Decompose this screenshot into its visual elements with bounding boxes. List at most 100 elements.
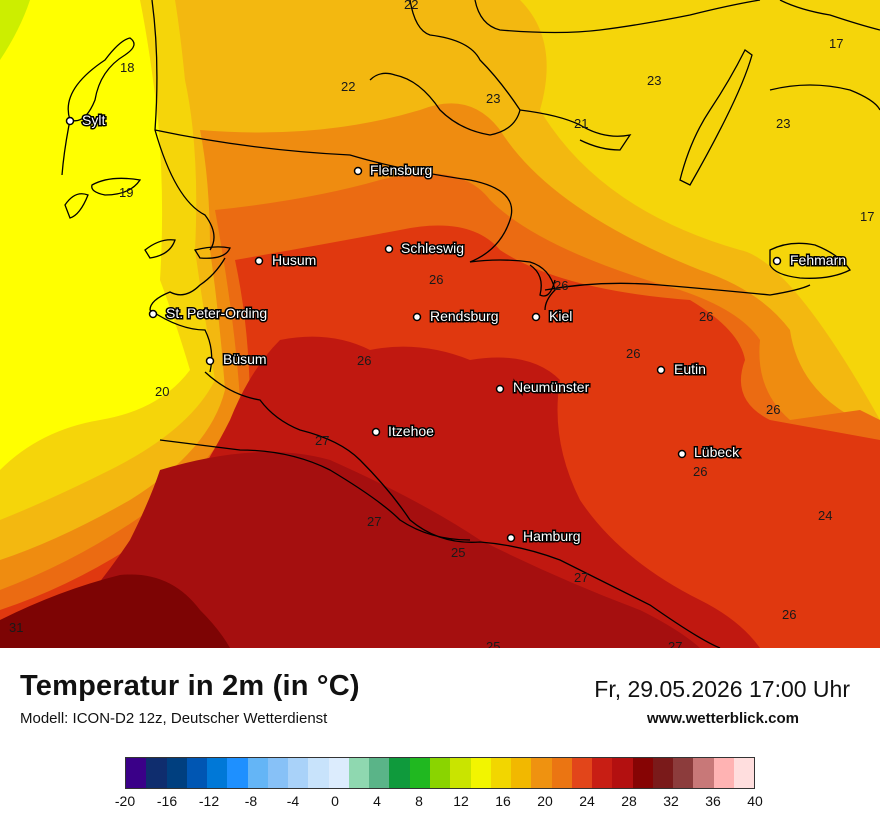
city-label: Büsum — [223, 351, 267, 367]
legend-tick-label: 40 — [747, 793, 763, 809]
legend-tick-label: 16 — [495, 793, 511, 809]
legend-tick-label: 12 — [453, 793, 469, 809]
isotherm-label: 25 — [451, 545, 465, 560]
legend-tick-label: 24 — [579, 793, 595, 809]
legend-swatch — [531, 758, 552, 788]
legend-swatch — [247, 758, 268, 788]
isotherm-label: 27 — [574, 570, 588, 585]
legend-tick-label: 20 — [537, 793, 553, 809]
legend-swatch — [288, 758, 309, 788]
isotherm-label: 22 — [341, 79, 355, 94]
legend-swatch — [713, 758, 734, 788]
legend-tick-label: 4 — [373, 793, 381, 809]
coastlines — [61, 0, 880, 648]
city-eutin[interactable]: Eutin — [656, 360, 707, 379]
zone-maroon — [0, 574, 230, 648]
city-label: Lübeck — [694, 444, 740, 460]
isotherm-label: 23 — [647, 73, 661, 88]
city-dot-icon — [531, 312, 541, 322]
city-label: Sylt — [82, 112, 105, 128]
legend-tick-label: 36 — [705, 793, 721, 809]
city-dot-icon — [384, 244, 394, 254]
legend-swatch — [733, 758, 755, 788]
city-sylt[interactable]: Sylt — [65, 111, 107, 130]
footer: Temperatur in 2m (in °C) Modell: ICON-D2… — [0, 648, 880, 830]
city-fehmarn[interactable]: Fehmarn — [772, 251, 848, 270]
city-dot-icon — [495, 384, 505, 394]
legend-swatch — [673, 758, 694, 788]
legend-swatch — [450, 758, 471, 788]
legend-swatch — [429, 758, 451, 788]
website-link[interactable]: www.wetterblick.com — [647, 710, 799, 727]
isotherm-label: 25 — [486, 639, 500, 648]
forecast-datetime: Fr, 29.05.2026 17:00 Uhr — [594, 676, 850, 702]
isotherm-label: 26 — [699, 309, 713, 324]
city-luebeck[interactable]: Lübeck — [677, 443, 742, 462]
city-dot-icon — [65, 116, 75, 126]
city-label: Hamburg — [523, 528, 581, 544]
legend-tick-label: 0 — [331, 793, 339, 809]
legend-swatch — [511, 758, 532, 788]
city-neumuenster[interactable]: Neumünster — [495, 378, 591, 397]
city-dot-icon — [371, 427, 381, 437]
legend-tick-label: 8 — [415, 793, 423, 809]
city-st-peter-ording[interactable]: St. Peter-Ording — [148, 304, 269, 323]
legend-swatch — [490, 758, 512, 788]
city-itzehoe[interactable]: Itzehoe — [371, 422, 436, 441]
city-hamburg[interactable]: Hamburg — [506, 527, 582, 546]
city-markers: Sylt Flensburg Schleswig Husum St. Peter… — [65, 111, 848, 546]
city-label: Itzehoe — [388, 423, 434, 439]
city-dot-icon — [254, 256, 264, 266]
city-dot-icon — [506, 533, 516, 543]
legend-swatch — [166, 758, 187, 788]
legend-swatch — [571, 758, 593, 788]
legend-tick-label: -8 — [244, 793, 258, 809]
isotherm-label: 22 — [404, 0, 418, 12]
city-buesum[interactable]: Büsum — [205, 350, 268, 369]
isotherm-label: 20 — [155, 384, 169, 399]
city-schleswig[interactable]: Schleswig — [384, 239, 466, 258]
legend-swatch — [267, 758, 289, 788]
isotherm-label: 31 — [9, 620, 23, 635]
legend-swatch — [652, 758, 674, 788]
city-kiel[interactable]: Kiel — [531, 307, 574, 326]
legend-tick-label: 28 — [621, 793, 637, 809]
isotherm-label: 18 — [120, 60, 134, 75]
legend-ticks: -20 -16 -12 -8 -4 0 4 8 12 16 20 24 28 32 36 40 — [115, 793, 763, 813]
city-flensburg[interactable]: Flensburg — [353, 161, 434, 180]
isotherm-label: 26 — [357, 353, 371, 368]
city-rendsburg[interactable]: Rendsburg — [412, 307, 500, 326]
zone-dark-red — [40, 452, 700, 648]
legend-swatch — [612, 758, 633, 788]
city-husum[interactable]: Husum — [254, 251, 318, 270]
isotherm-label: 23 — [486, 91, 500, 106]
map-title: Temperatur in 2m (in °C) — [20, 670, 360, 702]
city-label: Neumünster — [513, 379, 590, 395]
legend-swatch — [207, 758, 228, 788]
city-dot-icon — [772, 256, 782, 266]
legend-tick-label: -16 — [156, 793, 178, 809]
isotherm-label: 26 — [626, 346, 640, 361]
temperature-map: 22 18 22 23 23 21 23 17 17 19 26 26 26 2… — [0, 0, 880, 648]
city-label: Flensburg — [370, 162, 432, 178]
isotherm-label: 26 — [766, 402, 780, 417]
city-dot-icon — [412, 312, 422, 322]
isotherm-label: 21 — [574, 116, 588, 131]
color-legend — [125, 757, 755, 789]
isotherm-label: 26 — [554, 278, 568, 293]
map-canvas: 22 18 22 23 23 21 23 17 17 19 26 26 26 2… — [0, 0, 880, 648]
isotherm-labels: 22 18 22 23 23 21 23 17 17 19 26 26 26 2… — [9, 0, 874, 648]
legend-swatch — [126, 758, 147, 788]
legend-swatch — [409, 758, 430, 788]
city-label: Schleswig — [401, 240, 464, 256]
legend-tick-label: -20 — [114, 793, 136, 809]
city-label: Kiel — [549, 308, 572, 324]
isotherm-label: 26 — [693, 464, 707, 479]
city-label: Rendsburg — [430, 308, 499, 324]
isotherm-label: 27 — [315, 433, 329, 448]
isotherm-label: 17 — [829, 36, 843, 51]
legend-swatch — [693, 758, 714, 788]
city-label: Fehmarn — [790, 252, 846, 268]
isotherm-label: 26 — [782, 607, 796, 622]
legend-swatch — [592, 758, 613, 788]
